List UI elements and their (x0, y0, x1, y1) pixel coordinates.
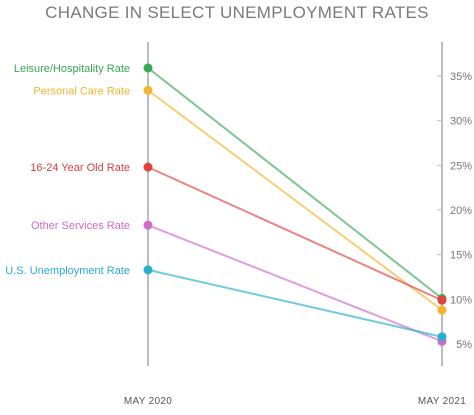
series-point-0-0 (143, 63, 153, 73)
series-point-1-1 (437, 305, 447, 315)
series-point-2-0 (143, 162, 153, 172)
series-point-1-0 (143, 85, 153, 95)
y-tick-label: 30% (450, 116, 472, 128)
series-point-3-0 (143, 220, 153, 230)
series-label-3: Other Services Rate (31, 220, 130, 232)
y-tick-label: 5% (456, 339, 472, 351)
y-tick-label: 35% (450, 71, 472, 83)
series-points (143, 63, 447, 346)
series-line-4 (147, 268, 443, 338)
y-axis-ticks: 5% 10% 15% 20% 25% 30% 35% (437, 71, 472, 351)
y-tick-label: 10% (450, 294, 472, 306)
series-label-2: 16-24 Year Old Rate (30, 162, 130, 174)
y-tick-label: 20% (450, 205, 472, 217)
series-line-1 (147, 89, 443, 311)
series-point-4-1 (437, 332, 447, 342)
series-label-1: Personal Care Rate (33, 85, 130, 97)
series-labels: Leisure/Hospitality Rate Personal Care Ra… (5, 63, 130, 277)
series-line-2 (147, 166, 443, 302)
series-point-2-1 (437, 295, 447, 305)
series-label-4: U.S. Unemployment Rate (5, 265, 130, 277)
series-line-0 (147, 67, 443, 300)
x-tick-label-may-2021: MAY 2021 (418, 396, 466, 407)
y-tick-label: 15% (450, 250, 472, 262)
series-line-3 (147, 224, 443, 343)
x-tick-label-may-2020: MAY 2020 (124, 396, 172, 407)
chart-title: CHANGE IN SELECT UNEMPLOYMENT RATES (45, 3, 429, 22)
series-point-4-0 (143, 265, 153, 275)
series-label-0: Leisure/Hospitality Rate (14, 63, 130, 75)
series-lines (147, 67, 443, 343)
y-tick-label: 25% (450, 160, 472, 172)
